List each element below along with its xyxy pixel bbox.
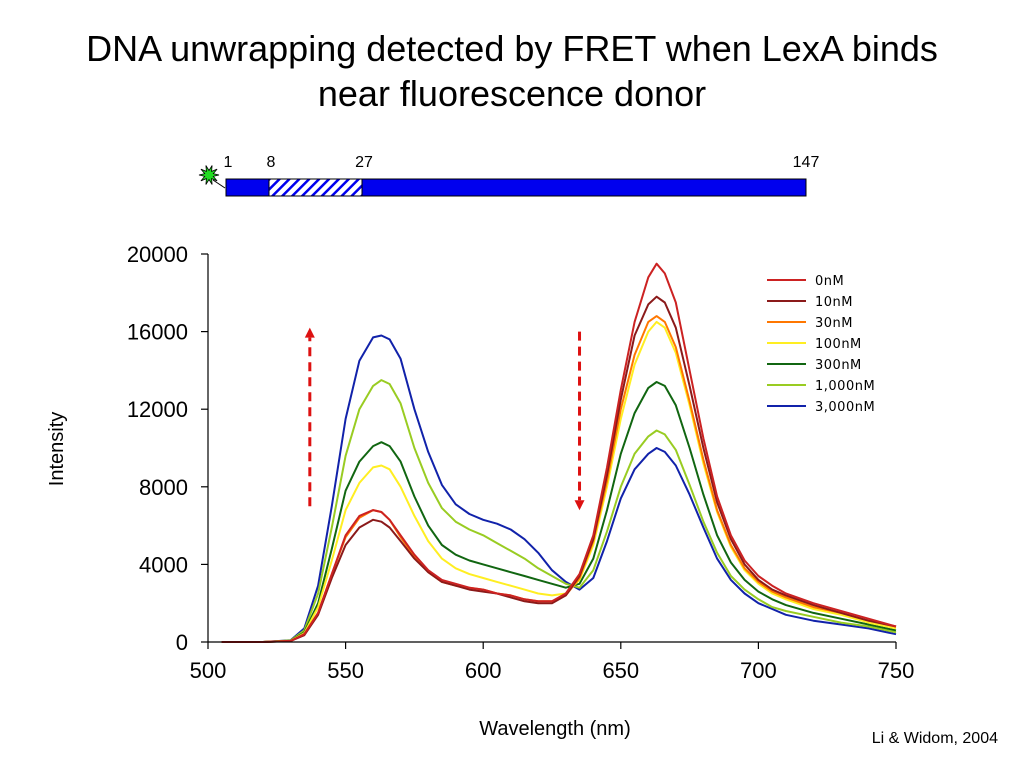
legend-label: 100nM xyxy=(815,337,862,352)
x-tick-label: 500 xyxy=(190,658,227,683)
position-label-8: 8 xyxy=(267,154,276,171)
y-axis-label: Intensity xyxy=(46,412,68,486)
legend-label: 3,000nM xyxy=(815,400,875,415)
series-lines xyxy=(221,262,897,643)
y-tick-label: 4000 xyxy=(139,552,188,577)
x-tick-label: 650 xyxy=(602,658,639,683)
x-tick-label: 750 xyxy=(878,658,915,683)
slide-title: DNA unwrapping detected by FRET when Lex… xyxy=(0,26,1024,116)
legend-label: 10nM xyxy=(815,295,853,310)
x-tick-label: 550 xyxy=(327,658,364,683)
annotation-arrows xyxy=(304,327,585,511)
legend: 0nM 10nM 30nM 100nM 300nM 1,000nM 3,000nM xyxy=(767,274,875,415)
arrow-down-head xyxy=(574,500,585,511)
legend-label: 300nM xyxy=(815,358,862,373)
y-tick-label: 20000 xyxy=(127,242,188,267)
x-tick-label: 600 xyxy=(465,658,502,683)
legend-label: 30nM xyxy=(815,316,853,331)
series-line-1000nM xyxy=(221,379,897,643)
y-tick-label: 16000 xyxy=(127,320,188,345)
arrow-up-head xyxy=(304,327,315,338)
dna-construct-diagram: 1 8 27 147 xyxy=(198,154,820,197)
x-tick-label: 700 xyxy=(740,658,777,683)
citation-credit: Li & Widom, 2004 xyxy=(871,730,998,747)
donor-fluorophore-icon xyxy=(198,165,226,189)
title-line-1: DNA unwrapping detected by FRET when Lex… xyxy=(86,28,938,69)
series-line-10nM xyxy=(221,295,897,643)
y-tick-label: 0 xyxy=(176,630,188,655)
title-line-2: near fluorescence donor xyxy=(317,73,707,114)
legend-label: 1,000nM xyxy=(815,379,875,394)
series-line-100nM xyxy=(221,320,897,643)
y-tick-label: 12000 xyxy=(127,397,188,422)
position-label-147: 147 xyxy=(793,154,820,171)
series-line-3000nM xyxy=(221,334,897,643)
series-line-0nM xyxy=(221,262,897,643)
position-label-1: 1 xyxy=(224,154,233,171)
position-label-27: 27 xyxy=(355,154,373,171)
dna-segment-27-147 xyxy=(361,178,807,197)
series-line-300nM xyxy=(221,381,897,643)
axis-ticks: 500 550 600 650 700 750 0 4000 8000 12000 16000 200… xyxy=(127,242,915,683)
y-tick-label: 8000 xyxy=(139,475,188,500)
x-axis-label: Wavelength (nm) xyxy=(479,718,631,740)
legend-label: 0nM xyxy=(815,274,844,289)
